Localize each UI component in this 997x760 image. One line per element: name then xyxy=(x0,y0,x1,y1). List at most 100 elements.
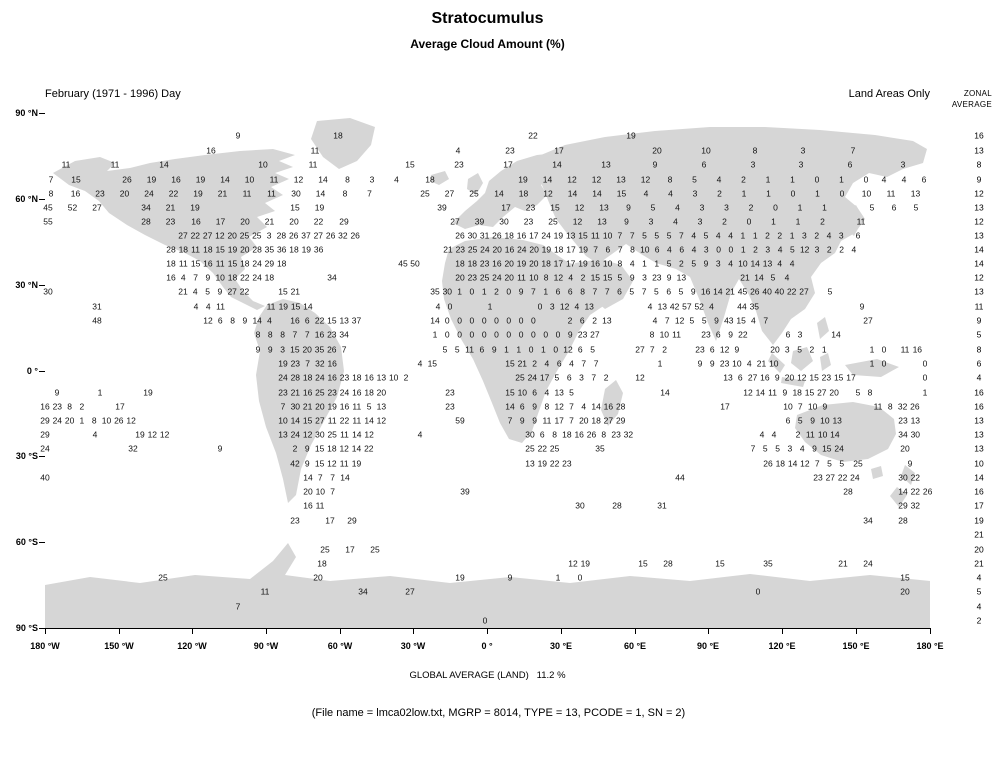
grid-value: 6 xyxy=(715,329,721,340)
grid-value: 8 xyxy=(544,401,550,412)
grid-value: 24 xyxy=(144,188,154,199)
grid-value: 16 xyxy=(590,258,601,269)
grid-value: 28 xyxy=(290,372,301,383)
grid-value: 31 xyxy=(479,230,490,241)
grid-value: 4 xyxy=(652,315,658,326)
grid-value: 0 xyxy=(494,329,499,340)
grid-value: 23 xyxy=(523,216,534,227)
grid-value: 26 xyxy=(350,230,360,241)
grid-value: 30 xyxy=(290,401,301,412)
grid-value: 5 xyxy=(689,315,695,326)
grid-value: 26 xyxy=(455,230,465,241)
grid-value: 8 xyxy=(552,429,557,440)
grid-value: 26 xyxy=(910,401,920,412)
grid-value: 2 xyxy=(826,244,832,255)
grid-value: 19 xyxy=(301,244,312,255)
grid-value: 20 xyxy=(289,216,299,227)
longitude-label: 30 °E xyxy=(549,641,573,651)
grid-value: 3 xyxy=(800,145,806,156)
zonal-average-value: 17 xyxy=(974,500,984,511)
grid-value: 3 xyxy=(798,159,804,170)
grid-value: 6 xyxy=(785,415,791,426)
grid-value: 7 xyxy=(507,415,513,426)
grid-value: 1 xyxy=(815,188,820,199)
grid-value: 18 xyxy=(775,458,786,469)
grid-value: 21 xyxy=(517,358,528,369)
grid-value: 5 xyxy=(913,202,919,213)
grid-value: 21 xyxy=(725,286,735,297)
grid-value: 1 xyxy=(741,188,747,199)
grid-value: 34 xyxy=(898,429,908,440)
grid-value: 8 xyxy=(48,188,54,199)
grid-value: 13 xyxy=(832,415,842,426)
grid-value: 1 xyxy=(771,216,776,227)
grid-value: 2 xyxy=(753,244,758,255)
island-borneo xyxy=(791,347,813,371)
grid-value: 8 xyxy=(345,174,350,185)
grid-value: 16 xyxy=(166,272,176,283)
grid-value: 0 xyxy=(790,188,796,199)
grid-value: 5 xyxy=(554,372,560,383)
grid-value: 22 xyxy=(313,216,324,227)
grid-value: 20 xyxy=(784,372,795,383)
grid-value: 13 xyxy=(601,159,611,170)
grid-value: 32 xyxy=(338,230,348,241)
zonal-average-value: 4 xyxy=(976,601,982,612)
grid-value: 45 xyxy=(398,258,408,269)
grid-value: 24 xyxy=(492,272,502,283)
grid-value: 6 xyxy=(891,202,897,213)
grid-value: 21 xyxy=(290,387,301,398)
grid-value: 12 xyxy=(203,315,213,326)
grid-value: 23 xyxy=(652,272,662,283)
island-tasmania xyxy=(871,466,883,479)
zonal-average-header: ZONAL AVERAGE xyxy=(952,88,992,110)
grid-value: 19 xyxy=(578,244,589,255)
grid-value: 23 xyxy=(165,216,176,227)
grid-value: 18 xyxy=(333,130,343,141)
grid-value: 16 xyxy=(339,401,350,412)
zonal-average-value: 13 xyxy=(974,202,984,213)
grid-value: 9 xyxy=(859,301,865,312)
zonal-average-value: 16 xyxy=(974,486,984,497)
grid-value: 6 xyxy=(679,244,685,255)
grid-value: 17 xyxy=(553,258,564,269)
grid-value: 25 xyxy=(252,230,262,241)
grid-value: 1 xyxy=(504,344,509,355)
grid-value: 23 xyxy=(505,145,515,156)
grid-value: 9 xyxy=(518,286,524,297)
grid-value: 12 xyxy=(572,216,583,227)
grid-value: 1 xyxy=(869,344,875,355)
grid-value: 12 xyxy=(797,372,807,383)
grid-value: 0 xyxy=(528,344,534,355)
grid-value: 15 xyxy=(736,315,746,326)
grid-value: 57 xyxy=(682,301,692,312)
grid-value: 5 xyxy=(703,230,709,241)
grid-value: 11 xyxy=(465,344,475,355)
grid-value: 7 xyxy=(292,329,298,340)
grid-value: 25 xyxy=(320,544,330,555)
grid-value: 25 xyxy=(479,272,490,283)
grid-value: 23 xyxy=(813,472,823,483)
grid-value: 2 xyxy=(741,174,746,185)
zonal-average-value: 14 xyxy=(974,244,984,255)
latitude-label: 90 °S xyxy=(15,623,38,633)
grid-value: 15 xyxy=(314,443,325,454)
island-sulawesi xyxy=(820,353,831,371)
grid-value: 25 xyxy=(239,230,250,241)
grid-value: 15 xyxy=(809,372,819,383)
grid-value: 20 xyxy=(652,145,662,156)
grid-value: 8 xyxy=(887,401,893,412)
grid-value: 13 xyxy=(339,315,349,326)
grid-value: 15 xyxy=(327,315,337,326)
grid-value: 1 xyxy=(790,174,795,185)
grid-value: 19 xyxy=(626,130,636,141)
grid-value: 27 xyxy=(444,188,455,199)
grid-value: 14 xyxy=(898,486,908,497)
grid-value: 6 xyxy=(577,344,583,355)
grid-value: 8 xyxy=(230,315,235,326)
island-philippines xyxy=(817,317,829,339)
grid-value: 21 xyxy=(740,272,750,283)
continent-north-america xyxy=(53,149,295,310)
grid-value: 3 xyxy=(765,244,771,255)
grid-value: 30 xyxy=(910,429,921,440)
